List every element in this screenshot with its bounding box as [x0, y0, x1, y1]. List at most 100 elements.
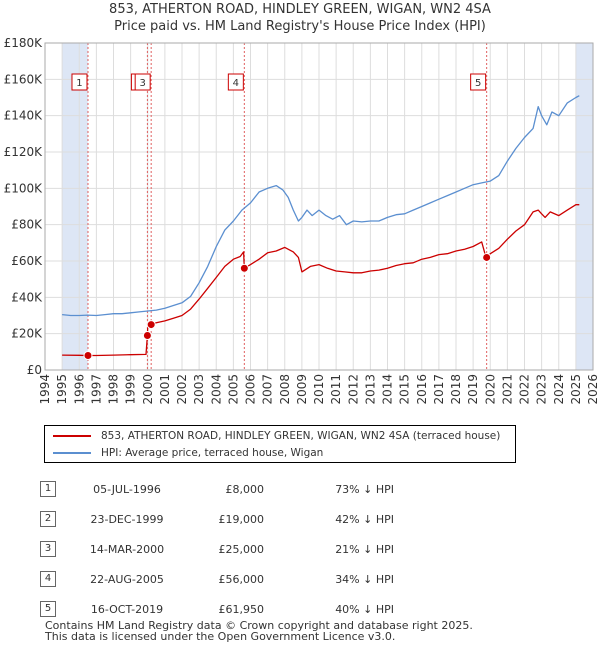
y-tick-label: £180K	[4, 36, 44, 50]
sale-price: £25,000	[218, 542, 265, 556]
sale-label-number: 3	[139, 78, 145, 89]
sale-date: 14-MAR-2000	[89, 542, 165, 556]
y-tick-label: £100K	[4, 181, 44, 195]
x-tick-label: 2020	[483, 374, 497, 405]
y-tick-label: £140K	[4, 109, 44, 123]
y-tick-label: £60K	[11, 254, 43, 268]
sale-hpi-diff: 34% ↓ HPI	[335, 572, 394, 586]
sale-hpi-diff: 21% ↓ HPI	[335, 542, 394, 556]
sale-price: £8,000	[225, 482, 265, 496]
shaded-band	[62, 43, 88, 370]
table-row: 2 23-DEC-1999 £19,000 42% ↓ HPI	[40, 504, 394, 534]
sale-price: £19,000	[218, 512, 265, 526]
sale-label-boxes: 12345	[71, 73, 487, 91]
legend: 853, ATHERTON ROAD, HINDLEY GREEN, WIGAN…	[44, 425, 516, 463]
sale-hpi-diff: 73% ↓ HPI	[335, 482, 394, 496]
legend-item-hpi: HPI: Average price, terraced house, Wiga…	[53, 446, 323, 460]
sale-date: 05-JUL-1996	[93, 482, 161, 496]
sale-marker	[482, 252, 492, 262]
x-tick-label: 1998	[107, 374, 121, 405]
x-tick-label: 2000	[141, 374, 155, 405]
x-tick-label: 2002	[175, 374, 189, 405]
sale-markers	[83, 252, 492, 360]
x-tick-label: 2021	[500, 374, 514, 405]
x-tick-label: 2001	[158, 374, 172, 405]
table-row: 5 16-OCT-2019 £61,950 40% ↓ HPI	[40, 594, 394, 624]
series-lines	[62, 95, 580, 357]
sale-hpi-diff: 40% ↓ HPI	[335, 602, 394, 616]
chart-title: 853, ATHERTON ROAD, HINDLEY GREEN, WIGAN…	[109, 2, 491, 17]
x-tick-label: 2009	[295, 374, 309, 405]
legend-blue-label: HPI: Average price, terraced house, Wiga…	[101, 447, 324, 459]
legend-blue-swatch	[53, 452, 91, 454]
y-tick-label: £20K	[11, 327, 43, 341]
sale-marker	[142, 330, 152, 340]
x-tick-label: 2022	[518, 374, 532, 405]
footer: Contains HM Land Registry data © Crown c…	[45, 620, 473, 642]
x-tick-label: 2015	[398, 374, 412, 405]
x-tick-label: 2014	[381, 374, 395, 405]
sale-number: 1	[40, 481, 56, 497]
sales-table: 1 05-JUL-1996 £8,000 73% ↓ HPI 2 23-DEC-…	[40, 474, 394, 624]
axes: £0 £20K £40K £60K £80K £100K £120K £140K £160K £1…	[4, 36, 600, 405]
x-tick-label: 1997	[89, 374, 103, 405]
table-row: 1 05-JUL-1996 £8,000 73% ↓ HPI	[40, 474, 394, 504]
x-tick-label: 2025	[569, 374, 583, 405]
x-tick-label: 2010	[312, 374, 326, 405]
y-tick-label: £40K	[11, 290, 43, 304]
x-tick-label: 2018	[449, 374, 463, 405]
sale-label-number: 5	[475, 78, 481, 89]
sale-label-box	[227, 73, 244, 91]
chart-subtitle: Price paid vs. HM Land Registry's House …	[114, 19, 486, 34]
table-row: 3 14-MAR-2000 £25,000 21% ↓ HPI	[40, 534, 394, 564]
footer-licence: This data is licensed under the Open Gov…	[45, 630, 396, 643]
sale-price: £56,000	[218, 572, 265, 586]
sale-label-number: 4	[233, 78, 239, 89]
x-tick-label: 2004	[209, 374, 223, 405]
sale-number: 4	[40, 571, 56, 587]
y-tick-label: £80K	[11, 218, 43, 232]
x-tick-label: 2011	[329, 374, 343, 405]
x-tick-label: 1999	[124, 374, 138, 405]
x-tick-label: 2006	[244, 374, 258, 405]
shaded-band	[575, 43, 593, 370]
x-tick-label: 2005	[226, 374, 240, 405]
sale-number: 3	[40, 541, 56, 557]
series-line-hpi	[62, 95, 580, 317]
legend-red-label: 853, ATHERTON ROAD, HINDLEY GREEN, WIGAN…	[101, 430, 501, 442]
footer-copyright: Contains HM Land Registry data © Crown c…	[45, 619, 473, 632]
x-tick-label: 2016	[415, 374, 429, 405]
y-tick-label: £0	[27, 363, 42, 377]
x-tick-label: 1995	[55, 374, 69, 405]
x-tick-label: 1996	[72, 374, 86, 405]
sale-number: 2	[40, 511, 56, 527]
x-tick-label: 2008	[278, 374, 292, 405]
sale-marker	[83, 350, 93, 360]
sale-date: 16-OCT-2019	[90, 602, 164, 616]
sale-hpi-diff: 42% ↓ HPI	[335, 512, 394, 526]
sale-number: 5	[40, 601, 56, 617]
plot-frame	[44, 42, 594, 371]
sale-marker	[239, 263, 249, 273]
x-tick-label: 2024	[552, 374, 566, 405]
x-tick-label: 2012	[346, 374, 360, 405]
shaded-bands	[62, 43, 593, 370]
legend-item-property: 853, ATHERTON ROAD, HINDLEY GREEN, WIGAN…	[53, 429, 500, 443]
x-tick-label: 2019	[466, 374, 480, 405]
x-tick-label: 2023	[535, 374, 549, 405]
x-tick-label: 2013	[363, 374, 377, 405]
sale-price: £61,950	[218, 602, 265, 616]
sale-date: 22-AUG-2005	[90, 572, 164, 586]
x-tick-label: 2007	[261, 374, 275, 405]
sale-label-box	[470, 73, 487, 91]
sale-date: 23-DEC-1999	[90, 512, 164, 526]
sale-label-number: 1	[76, 78, 82, 89]
price-chart: 12345 £0£20K£40K£60K£80K£100K£120K£140K£…	[4, 36, 600, 405]
x-tick-label: 2017	[432, 374, 446, 405]
y-tick-label: £160K	[4, 72, 44, 86]
sale-label-box	[134, 73, 151, 91]
x-tick-label: 2026	[586, 374, 600, 405]
sale-label-box	[71, 73, 88, 91]
gridlines	[44, 42, 594, 371]
y-tick-label: £120K	[4, 145, 44, 159]
